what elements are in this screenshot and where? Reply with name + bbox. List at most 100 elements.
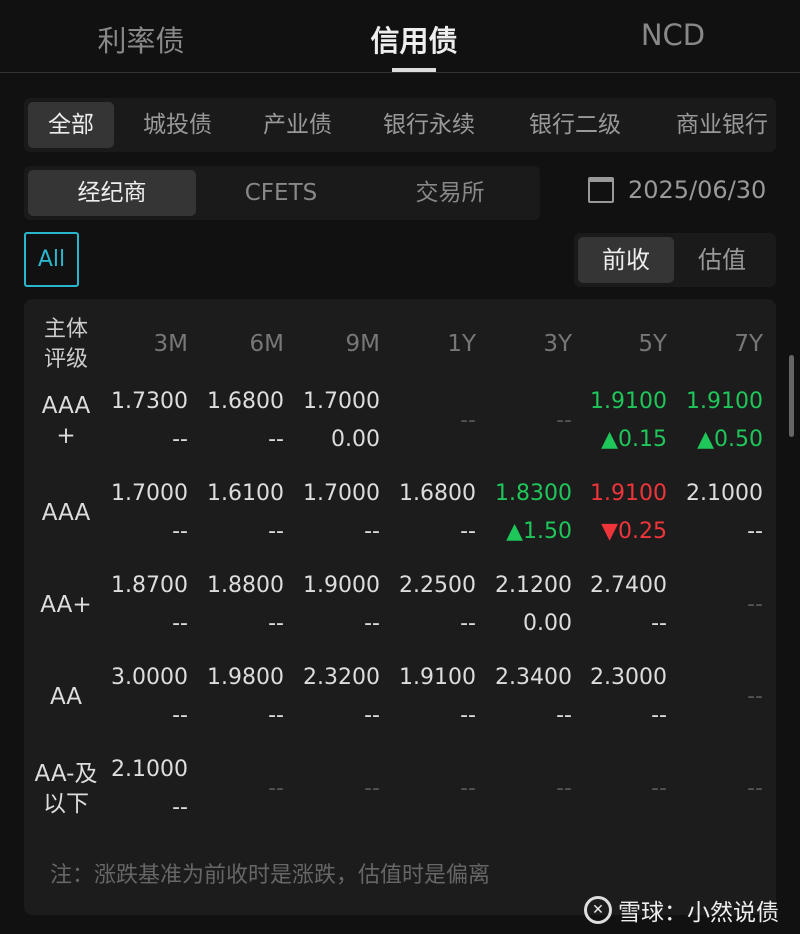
yield-value: 1.9100 bbox=[686, 389, 763, 414]
yield-cell[interactable]: 1.9000 -- bbox=[290, 567, 380, 643]
yield-value: 1.7300 bbox=[111, 389, 188, 414]
yield-value: 1.9000 bbox=[303, 573, 380, 598]
yield-value: 2.3200 bbox=[303, 665, 380, 690]
yield-value: 1.7000 bbox=[303, 389, 380, 414]
empty-cell[interactable]: -- bbox=[460, 408, 476, 433]
yield-change: -- bbox=[651, 703, 667, 728]
source-broker[interactable]: 经纪商 bbox=[28, 170, 196, 216]
yield-cell[interactable]: 1.9100 -- bbox=[386, 659, 476, 735]
yield-value: 1.6800 bbox=[207, 389, 284, 414]
yield-cell[interactable]: 1.8800 -- bbox=[194, 567, 284, 643]
category-all[interactable]: 全部 bbox=[28, 102, 114, 148]
yield-cell[interactable]: 2.3400 -- bbox=[482, 659, 572, 735]
yield-value: 1.7000 bbox=[303, 481, 380, 506]
empty-cell[interactable]: -- bbox=[747, 684, 763, 709]
yield-cell[interactable]: 1.7000 0.00 bbox=[290, 383, 380, 459]
scrollbar[interactable] bbox=[789, 355, 794, 437]
empty-cell[interactable]: -- bbox=[556, 776, 572, 801]
yield-cell[interactable]: 2.2500 -- bbox=[386, 567, 476, 643]
row-rating-label: AAA bbox=[41, 500, 91, 526]
xueqiu-logo-icon: ✕ bbox=[584, 896, 612, 924]
yield-table: 主体评级 注：涨跌基准为前收时是涨跌，估值时是偏离 3M 6M 9M 1Y 3Y 5Y 7Y… bbox=[24, 299, 776, 915]
yield-cell[interactable]: 1.8700 -- bbox=[98, 567, 188, 643]
column-header-7y: 7Y bbox=[734, 331, 763, 357]
empty-cell[interactable]: -- bbox=[747, 776, 763, 801]
all-button[interactable]: All bbox=[24, 232, 79, 287]
empty-cell[interactable]: -- bbox=[747, 592, 763, 617]
yield-cell[interactable]: 1.7000 -- bbox=[98, 475, 188, 551]
row-rating-label: AA bbox=[49, 684, 83, 710]
row-rating-label: AA-及以下 bbox=[34, 761, 98, 817]
tab-ncd[interactable]: NCD bbox=[640, 18, 706, 52]
yield-cell[interactable]: 1.9800 -- bbox=[194, 659, 284, 735]
row-rating-label: AA+ bbox=[40, 592, 92, 618]
active-tab-indicator bbox=[392, 68, 436, 72]
empty-cell[interactable]: -- bbox=[268, 776, 284, 801]
column-header-5y: 5Y bbox=[638, 331, 667, 357]
mode-valuation[interactable]: 估值 bbox=[698, 246, 746, 274]
yield-change: -- bbox=[268, 611, 284, 636]
yield-cell[interactable]: 1.9100 ▲0.15 bbox=[577, 383, 667, 459]
footnote: 注：涨跌基准为前收时是涨跌，估值时是偏离 bbox=[50, 863, 491, 888]
yield-value: 1.9100 bbox=[590, 389, 667, 414]
empty-cell[interactable]: -- bbox=[651, 776, 667, 801]
tab-rate-bonds[interactable]: 利率债 bbox=[97, 24, 185, 58]
yield-value: 2.1000 bbox=[111, 757, 188, 782]
yield-change: -- bbox=[268, 519, 284, 544]
yield-change: -- bbox=[172, 611, 188, 636]
yield-value: 1.8300 bbox=[495, 481, 572, 506]
rating-header: 主体评级 bbox=[43, 317, 88, 372]
tab-credit-bonds[interactable]: 信用债 bbox=[370, 24, 458, 58]
yield-cell[interactable]: 1.7300 -- bbox=[98, 383, 188, 459]
yield-value: 2.3400 bbox=[495, 665, 572, 690]
date-picker[interactable]: 2025/06/30 bbox=[588, 176, 766, 204]
yield-change: -- bbox=[172, 519, 188, 544]
yield-value: 1.9100 bbox=[399, 665, 476, 690]
yield-value: 2.1200 bbox=[495, 573, 572, 598]
yield-change: -- bbox=[460, 519, 476, 544]
category-industrial[interactable]: 产业债 bbox=[263, 112, 332, 138]
yield-cell[interactable]: 2.1000 -- bbox=[98, 751, 188, 827]
yield-cell[interactable]: 1.9100 ▼0.25 bbox=[577, 475, 667, 551]
watermark-text: 雪球：小然说债 bbox=[618, 900, 779, 926]
yield-cell[interactable]: 1.6800 -- bbox=[194, 383, 284, 459]
category-bank-perpetual[interactable]: 银行永续 bbox=[383, 112, 475, 138]
yield-cell[interactable]: 1.6100 -- bbox=[194, 475, 284, 551]
yield-cell[interactable]: 1.7000 -- bbox=[290, 475, 380, 551]
yield-cell[interactable]: 3.0000 -- bbox=[98, 659, 188, 735]
category-bank-tier2[interactable]: 银行二级 bbox=[529, 112, 621, 138]
yield-change: -- bbox=[268, 427, 284, 452]
yield-change: ▲1.50 bbox=[506, 519, 572, 544]
yield-change: -- bbox=[556, 703, 572, 728]
empty-cell[interactable]: -- bbox=[556, 408, 572, 433]
yield-value: 1.6800 bbox=[399, 481, 476, 506]
watermark: ✕ 雪球：小然说债 bbox=[584, 893, 779, 927]
empty-cell[interactable]: -- bbox=[460, 776, 476, 801]
source-cfets[interactable]: CFETS bbox=[244, 180, 318, 206]
yield-cell[interactable]: 2.7400 -- bbox=[577, 567, 667, 643]
yield-change: ▼0.25 bbox=[601, 519, 667, 544]
yield-cell[interactable]: 1.6800 -- bbox=[386, 475, 476, 551]
yield-change: -- bbox=[364, 611, 380, 636]
yield-change: -- bbox=[172, 427, 188, 452]
row-rating-label: AAA+ bbox=[41, 393, 91, 449]
source-exchange[interactable]: 交易所 bbox=[415, 180, 485, 206]
yield-cell[interactable]: 2.1200 0.00 bbox=[482, 567, 572, 643]
yield-value: 2.7400 bbox=[590, 573, 667, 598]
column-header-3m: 3M bbox=[153, 331, 188, 357]
yield-cell[interactable]: 2.1000 -- bbox=[673, 475, 763, 551]
yield-change: -- bbox=[364, 703, 380, 728]
mode-prev-close[interactable]: 前收 bbox=[578, 237, 674, 283]
empty-cell[interactable]: -- bbox=[364, 776, 380, 801]
yield-change: -- bbox=[460, 703, 476, 728]
yield-cell[interactable]: 2.3000 -- bbox=[577, 659, 667, 735]
category-chengtou[interactable]: 城投债 bbox=[143, 112, 212, 138]
yield-cell[interactable]: 2.3200 -- bbox=[290, 659, 380, 735]
yield-value: 1.7000 bbox=[111, 481, 188, 506]
category-commercial-bank[interactable]: 商业银行 bbox=[676, 112, 768, 138]
yield-cell[interactable]: 1.8300 ▲1.50 bbox=[482, 475, 572, 551]
yield-change: -- bbox=[460, 611, 476, 636]
category-filter: 全部 城投债 产业债 银行永续 银行二级 商业银行 bbox=[24, 98, 776, 152]
yield-cell[interactable]: 1.9100 ▲0.50 bbox=[673, 383, 763, 459]
yield-value: 2.2500 bbox=[399, 573, 476, 598]
